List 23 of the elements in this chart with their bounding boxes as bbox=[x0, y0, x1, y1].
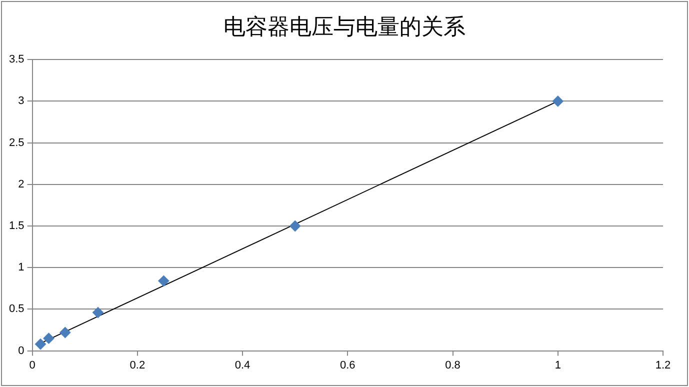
x-tick-label: 1 bbox=[554, 359, 561, 372]
x-tick-label: 0 bbox=[29, 359, 36, 372]
y-tick-label: 3.5 bbox=[8, 54, 24, 66]
x-tick-label: 0.4 bbox=[234, 359, 250, 372]
y-tick-label: 1 bbox=[18, 262, 24, 274]
point bbox=[552, 96, 564, 107]
y-tick-label: 2.5 bbox=[8, 136, 24, 149]
point bbox=[158, 275, 170, 286]
y-tick-label: 3 bbox=[18, 95, 24, 108]
x-tick-label: 1.2 bbox=[655, 359, 671, 372]
x-tick-label: 0.2 bbox=[130, 359, 146, 372]
point bbox=[34, 338, 46, 350]
y-tick-label: 0.5 bbox=[8, 303, 24, 316]
point bbox=[60, 326, 71, 338]
y-tick-label: 2 bbox=[18, 178, 24, 190]
chart-title: 电容器电压与电量的关系 bbox=[222, 14, 466, 42]
point bbox=[43, 332, 54, 344]
point bbox=[92, 307, 104, 318]
x-tick-label: 0.6 bbox=[340, 359, 356, 372]
y-tick-label: 1.5 bbox=[8, 220, 24, 232]
point bbox=[290, 220, 301, 232]
x-tick-label: 0.8 bbox=[445, 359, 460, 372]
y-tick-label: 0 bbox=[18, 344, 24, 357]
